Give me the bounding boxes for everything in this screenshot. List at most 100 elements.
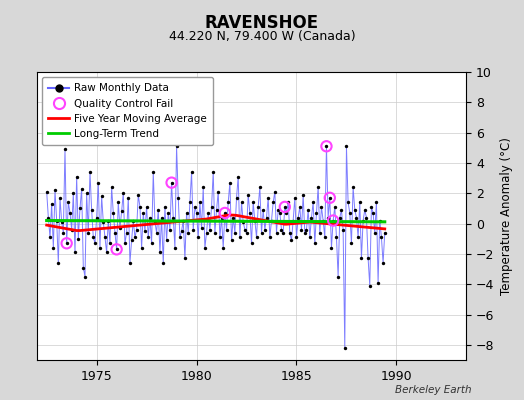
Point <box>61 146 69 152</box>
Point <box>241 226 249 233</box>
Point <box>68 226 76 233</box>
Point <box>181 255 189 262</box>
Point <box>292 234 301 240</box>
Point <box>72 173 81 180</box>
Point <box>342 143 351 150</box>
Point <box>366 282 374 289</box>
Point <box>232 195 241 201</box>
Point <box>46 234 54 240</box>
Point <box>201 245 209 251</box>
Point <box>74 236 82 242</box>
Point <box>141 228 149 234</box>
Point <box>71 249 79 256</box>
Point <box>307 214 315 221</box>
Point <box>244 192 253 198</box>
Point <box>239 219 247 225</box>
Point <box>212 207 221 213</box>
Point <box>162 237 171 244</box>
Point <box>69 190 78 196</box>
Point <box>182 210 191 216</box>
Point <box>376 217 384 224</box>
Point <box>294 214 302 221</box>
Point <box>208 204 216 210</box>
Point <box>214 188 222 195</box>
Point <box>114 199 123 206</box>
Point <box>377 234 386 240</box>
Point <box>276 210 284 216</box>
Point <box>121 240 129 246</box>
Point <box>161 204 169 210</box>
Point <box>62 240 71 246</box>
Point <box>237 199 246 206</box>
Point <box>297 226 305 233</box>
Point <box>379 260 387 266</box>
Point <box>104 217 113 224</box>
Point <box>331 204 339 210</box>
Point <box>349 184 357 190</box>
Point <box>270 188 279 195</box>
Point <box>314 184 322 190</box>
Point <box>231 230 239 236</box>
Point <box>380 230 389 236</box>
Point <box>319 217 328 224</box>
Point <box>277 226 286 233</box>
Point <box>49 245 58 251</box>
Point <box>296 204 304 210</box>
Point <box>249 199 257 206</box>
Point <box>146 214 154 221</box>
Point <box>204 210 212 216</box>
Point <box>209 169 217 175</box>
Point <box>312 210 321 216</box>
Point <box>217 214 226 221</box>
Point <box>149 169 157 175</box>
Point <box>357 255 366 262</box>
Point <box>302 226 311 233</box>
Point <box>134 192 143 198</box>
Point <box>194 234 202 240</box>
Point <box>58 219 66 225</box>
Point <box>66 210 74 216</box>
Point <box>206 226 214 233</box>
Point <box>315 230 324 236</box>
Point <box>192 210 201 216</box>
Point <box>229 214 237 221</box>
Legend: Raw Monthly Data, Quality Control Fail, Five Year Moving Average, Long-Term Tren: Raw Monthly Data, Quality Control Fail, … <box>42 77 213 145</box>
Point <box>76 205 84 212</box>
Point <box>272 230 281 236</box>
Point <box>242 230 250 236</box>
Point <box>344 199 352 206</box>
Point <box>86 169 94 175</box>
Point <box>369 210 377 216</box>
Point <box>324 214 332 221</box>
Point <box>166 226 174 233</box>
Point <box>157 214 166 221</box>
Point <box>137 245 146 251</box>
Point <box>42 188 51 195</box>
Point <box>281 204 289 210</box>
Point <box>219 245 227 251</box>
Point <box>372 199 380 206</box>
Point <box>48 201 56 207</box>
Point <box>136 204 144 210</box>
Point <box>154 207 162 213</box>
Point <box>78 186 86 192</box>
Point <box>267 217 276 224</box>
Point <box>325 195 334 201</box>
Point <box>224 199 233 206</box>
Point <box>81 274 89 280</box>
Point <box>59 230 68 236</box>
Point <box>299 192 308 198</box>
Point <box>179 217 188 224</box>
Point <box>82 190 91 196</box>
Point <box>289 217 297 224</box>
Point <box>97 193 106 200</box>
Point <box>309 199 318 206</box>
Point <box>226 180 234 186</box>
Point <box>199 184 208 190</box>
Point <box>123 230 131 236</box>
Point <box>191 204 199 210</box>
Point <box>178 228 186 234</box>
Point <box>147 240 156 246</box>
Point <box>246 210 254 216</box>
Point <box>189 226 198 233</box>
